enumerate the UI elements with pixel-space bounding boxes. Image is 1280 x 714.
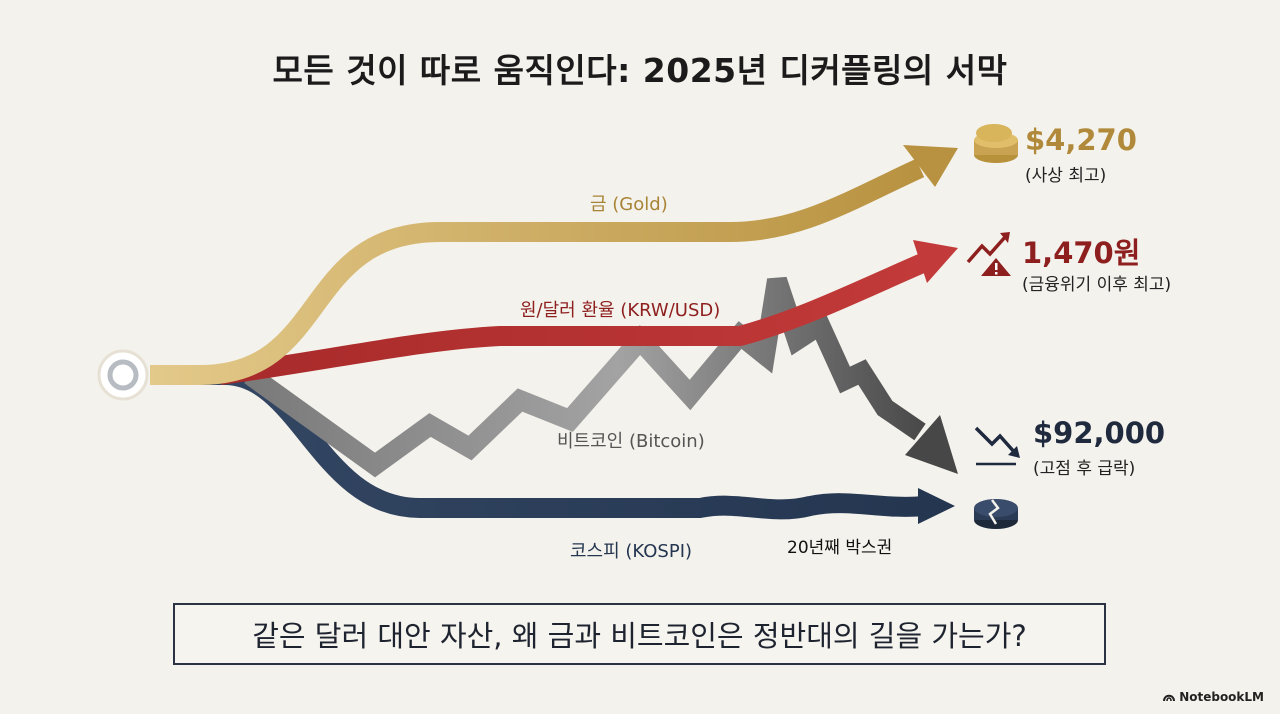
gold-coins-icon [974,124,1018,163]
bitcoin-note: (고점 후 급락) [1033,459,1136,479]
gold-arrowhead [903,145,958,187]
warning-trend-up-icon [966,232,1011,276]
bitcoin-arrowhead [905,415,958,474]
kospi-note: 20년째 박스권 [787,538,893,558]
key-question-box: 같은 달러 대안 자산, 왜 금과 비트코인은 정반대의 길을 가는가? [173,603,1106,665]
kospi-arrowhead [918,488,955,524]
trend-down-icon [974,426,1020,466]
gold-note: (사상 최고) [1025,166,1107,186]
notebooklm-logo-icon [1163,694,1176,702]
broken-coin-icon [974,499,1018,529]
krw-line-label: 원/달러 환율 (KRW/USD) [520,300,721,321]
bitcoin-line-label: 비트코인 (Bitcoin) [557,431,705,452]
krw-value: 1,470원 [1022,236,1141,270]
key-question-text: 같은 달러 대안 자산, 왜 금과 비트코인은 정반대의 길을 가는가? [252,619,1027,653]
krw-line [218,252,929,385]
gold-value: $4,270 [1025,123,1137,157]
gold-line [150,158,925,385]
kospi-line-label: 코스피 (KOSPI) [570,541,693,562]
krw-arrowhead [913,240,958,283]
brand-label: NotebookLM [1179,690,1264,704]
gold-line-label: 금 (Gold) [590,194,668,215]
bitcoin-value: $92,000 [1033,416,1166,450]
origin-node [97,349,149,401]
page-title: 모든 것이 따로 움직인다: 2025년 디커플링의 서막 [272,51,1008,90]
krw-note: (금융위기 이후 최고) [1022,275,1172,295]
brand-watermark: NotebookLM [1163,690,1264,704]
